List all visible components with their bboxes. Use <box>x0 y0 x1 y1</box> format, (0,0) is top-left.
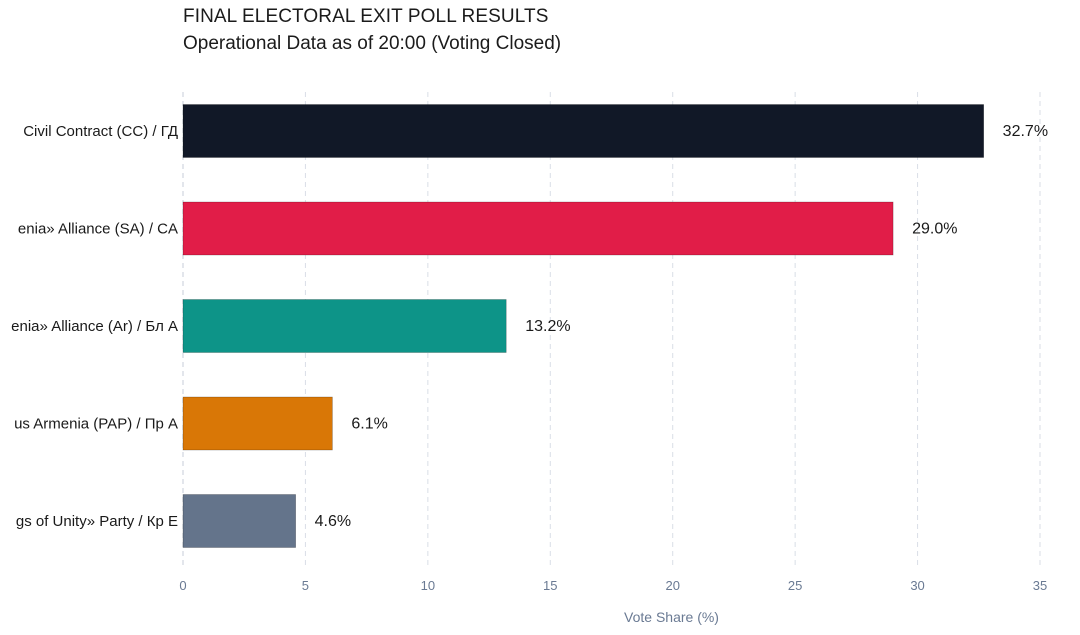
x-tick-label: 30 <box>910 578 924 593</box>
bar <box>182 104 984 158</box>
category-label: gs of Unity» Party / Кр Е <box>16 513 178 530</box>
x-tick-label: 10 <box>421 578 435 593</box>
chart-subtitle: Operational Data as of 20:00 (Voting Clo… <box>183 33 562 54</box>
category-label: enia» Alliance (SA) / CA <box>18 220 178 237</box>
data-label: 13.2% <box>525 318 570 335</box>
x-tick-label: 0 <box>179 578 186 593</box>
bar <box>182 494 296 548</box>
x-tick-label: 20 <box>665 578 679 593</box>
x-tick-label: 5 <box>302 578 309 593</box>
chart-title: FINAL ELECTORAL EXIT POLL RESULTS <box>183 6 549 27</box>
category-label: enia» Alliance (Ar) / Бл A <box>11 318 178 335</box>
data-label: 29.0% <box>912 221 957 238</box>
x-tick-label: 35 <box>1033 578 1047 593</box>
x-tick-label: 15 <box>543 578 557 593</box>
category-label: us Armenia (PAP) / Пр A <box>14 415 178 432</box>
x-tick-label: 25 <box>788 578 802 593</box>
data-label: 6.1% <box>351 416 387 433</box>
bar <box>182 201 894 256</box>
data-label: 32.7% <box>1003 123 1048 140</box>
data-label: 4.6% <box>315 513 351 530</box>
x-axis-title: Vote Share (%) <box>624 609 719 625</box>
category-label: Civil Contract (CC) / ГД <box>23 123 178 140</box>
bar <box>182 299 507 353</box>
bar <box>182 396 333 451</box>
